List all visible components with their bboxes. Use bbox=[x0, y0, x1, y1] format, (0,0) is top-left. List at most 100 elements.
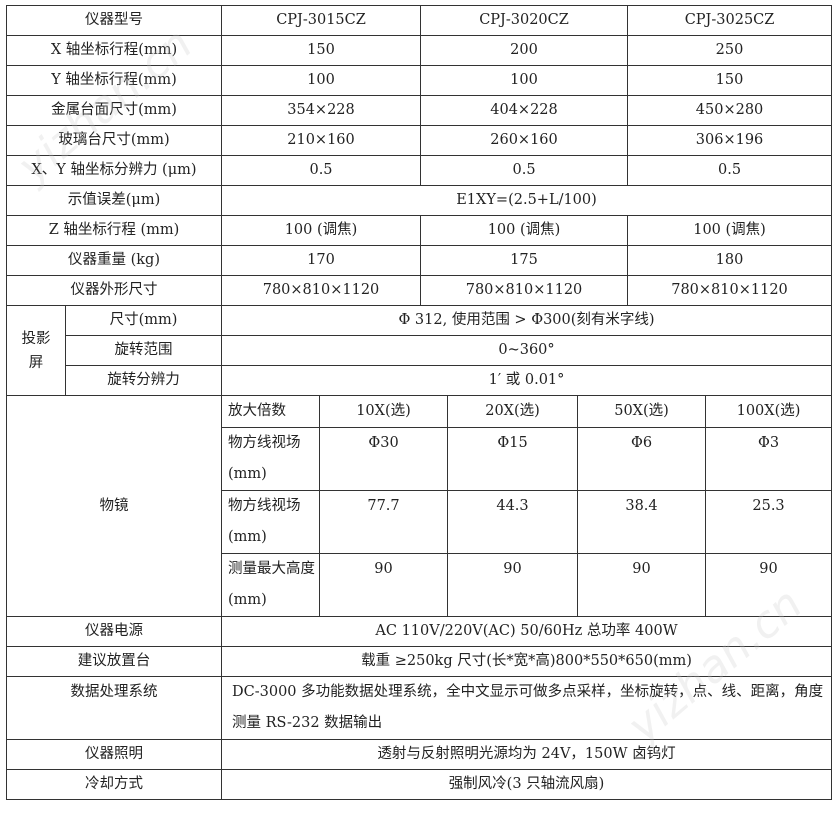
cell: 175 bbox=[420, 245, 629, 276]
table-row: 旋转分辨力 1′ 或 0.01° bbox=[7, 365, 833, 396]
cell: 90 bbox=[705, 553, 833, 617]
cell: 0.5 bbox=[220, 155, 422, 186]
model-1: CPJ-3015CZ bbox=[220, 5, 422, 36]
cell: 0.5 bbox=[420, 155, 629, 186]
cell: E1XY=(2.5+L/100) bbox=[220, 185, 833, 216]
table-row: Z 轴坐标行程 (mm) 100 (调焦) 100 (调焦) 100 (调焦) bbox=[6, 215, 833, 246]
table-row: 冷却方式 强制风冷(3 只轴流风扇) bbox=[6, 769, 833, 800]
table-row: 投影屏 尺寸(mm) Φ 312, 使用范围 > Φ300(刻有米字线) bbox=[6, 305, 833, 396]
row-label: 仪器照明 bbox=[6, 739, 222, 770]
cell: Φ15 bbox=[447, 427, 579, 491]
model-3: CPJ-3025CZ bbox=[627, 5, 833, 36]
table-row: 数据处理系统 DC-3000 多功能数据处理系统，全中文显示可做多点采样，坐标旋转… bbox=[6, 676, 833, 740]
table-row: 玻璃台尺寸(mm) 210×160 260×160 306×196 bbox=[6, 125, 833, 156]
row-label: 玻璃台尺寸(mm) bbox=[6, 125, 222, 156]
cell: 780×810×1120 bbox=[220, 275, 422, 306]
row-label: X、Y 轴坐标分辨力 (μm) bbox=[6, 155, 222, 186]
row-label: 示值误差(μm) bbox=[6, 185, 222, 216]
table-row: 旋转范围 0~360° bbox=[7, 335, 833, 366]
cell: 100 (调焦) bbox=[420, 215, 629, 246]
row-label: 数据处理系统 bbox=[6, 676, 222, 740]
row-label: 冷却方式 bbox=[6, 769, 222, 800]
cell: 0.5 bbox=[627, 155, 833, 186]
cell: 100X(选) bbox=[705, 395, 833, 428]
cell: 100 bbox=[220, 65, 422, 96]
cell: 170 bbox=[220, 245, 422, 276]
cell: 90 bbox=[577, 553, 707, 617]
cell: 载重 ≥250kg 尺寸(长*宽*高)800*550*650(mm) bbox=[220, 646, 833, 677]
row-label: Z 轴坐标行程 (mm) bbox=[6, 215, 222, 246]
cell: 150 bbox=[220, 35, 422, 66]
header-row: 仪器型号 CPJ-3015CZ CPJ-3020CZ CPJ-3025CZ bbox=[6, 5, 833, 36]
row-label: Y 轴坐标行程(mm) bbox=[6, 65, 222, 96]
table-row: 仪器电源 AC 110V/220V(AC) 50/60Hz 总功率 400W bbox=[6, 616, 833, 647]
table-row: 建议放置台 载重 ≥250kg 尺寸(长*宽*高)800*550*650(mm) bbox=[6, 646, 833, 677]
cell: 25.3 bbox=[705, 490, 833, 554]
sub-label: 物方线视场(mm) bbox=[221, 427, 320, 491]
cell: 强制风冷(3 只轴流风扇) bbox=[220, 769, 833, 800]
table-row: 物方线视场(mm) 77.7 44.3 38.4 25.3 bbox=[7, 490, 833, 554]
table-row: 金属台面尺寸(mm) 354×228 404×228 450×280 bbox=[6, 95, 833, 126]
cell: 100 (调焦) bbox=[627, 215, 833, 246]
row-label: 仪器电源 bbox=[6, 616, 222, 647]
row-label: 仪器外形尺寸 bbox=[6, 275, 222, 306]
cell: 90 bbox=[318, 553, 449, 617]
cell: 透射与反射照明光源均为 24V，150W 卤钨灯 bbox=[220, 739, 833, 770]
cell: Φ30 bbox=[318, 427, 449, 491]
cell: 77.7 bbox=[318, 490, 449, 554]
cell: AC 110V/220V(AC) 50/60Hz 总功率 400W bbox=[220, 616, 833, 647]
table-row: 测量最大高度(mm) 90 90 90 90 bbox=[7, 553, 833, 617]
table-row: X 轴坐标行程(mm) 150 200 250 bbox=[6, 35, 833, 66]
cell: 1′ 或 0.01° bbox=[220, 365, 833, 396]
spec-table: 仪器型号 CPJ-3015CZ CPJ-3020CZ CPJ-3025CZ X … bbox=[6, 5, 833, 800]
table-row: 仪器外形尺寸 780×810×1120 780×810×1120 780×810×11… bbox=[6, 275, 833, 306]
table-row: Y 轴坐标行程(mm) 100 100 150 bbox=[6, 65, 833, 96]
row-label: 仪器重量 (kg) bbox=[6, 245, 222, 276]
table-row: 物方线视场(mm) Φ30 Φ15 Φ6 Φ3 bbox=[7, 427, 833, 491]
row-label: X 轴坐标行程(mm) bbox=[6, 35, 222, 66]
cell: 44.3 bbox=[447, 490, 579, 554]
cell: 10X(选) bbox=[318, 395, 449, 428]
cell: 306×196 bbox=[627, 125, 833, 156]
cell: 450×280 bbox=[627, 95, 833, 126]
cell: 38.4 bbox=[577, 490, 707, 554]
table-row: 示值误差(μm) E1XY=(2.5+L/100) bbox=[6, 185, 833, 216]
cell: Φ3 bbox=[705, 427, 833, 491]
table-row: X、Y 轴坐标分辨力 (μm) 0.5 0.5 0.5 bbox=[6, 155, 833, 186]
sub-label: 放大倍数 bbox=[221, 395, 320, 428]
cell: 100 (调焦) bbox=[220, 215, 422, 246]
cell: 20X(选) bbox=[447, 395, 579, 428]
cell: 100 bbox=[420, 65, 629, 96]
table-row: 仪器照明 透射与反射照明光源均为 24V，150W 卤钨灯 bbox=[6, 739, 833, 770]
cell: 50X(选) bbox=[577, 395, 707, 428]
sub-label: 旋转分辨力 bbox=[65, 365, 222, 396]
table-row: 仪器重量 (kg) 170 175 180 bbox=[6, 245, 833, 276]
cell: 180 bbox=[627, 245, 833, 276]
cell: Φ6 bbox=[577, 427, 707, 491]
screen-label-cell: 投影屏 bbox=[6, 305, 66, 396]
sub-label: 物方线视场(mm) bbox=[221, 490, 320, 554]
cell: 250 bbox=[627, 35, 833, 66]
sub-label: 旋转范围 bbox=[65, 335, 222, 366]
cell: 404×228 bbox=[420, 95, 629, 126]
cell: 0~360° bbox=[220, 335, 833, 366]
screen-label: 投影屏 bbox=[21, 330, 51, 371]
cell: 780×810×1120 bbox=[420, 275, 629, 306]
table-row: 物镜 放大倍数 10X(选) 20X(选) 50X(选) 100X(选) bbox=[6, 395, 833, 617]
cell: 260×160 bbox=[420, 125, 629, 156]
sub-label: 尺寸(mm) bbox=[65, 305, 222, 336]
header-label: 仪器型号 bbox=[6, 5, 222, 36]
cell: 200 bbox=[420, 35, 629, 66]
objective-label: 物镜 bbox=[6, 395, 222, 617]
sub-label: 测量最大高度(mm) bbox=[221, 553, 320, 617]
row-label: 建议放置台 bbox=[6, 646, 222, 677]
cell: DC-3000 多功能数据处理系统，全中文显示可做多点采样，坐标旋转，点、线、距… bbox=[220, 676, 833, 740]
row-label: 金属台面尺寸(mm) bbox=[6, 95, 222, 126]
cell: 150 bbox=[627, 65, 833, 96]
cell: 90 bbox=[447, 553, 579, 617]
cell: 780×810×1120 bbox=[627, 275, 833, 306]
model-2: CPJ-3020CZ bbox=[420, 5, 629, 36]
cell: 210×160 bbox=[220, 125, 422, 156]
cell: Φ 312, 使用范围 > Φ300(刻有米字线) bbox=[220, 305, 833, 336]
cell: 354×228 bbox=[220, 95, 422, 126]
